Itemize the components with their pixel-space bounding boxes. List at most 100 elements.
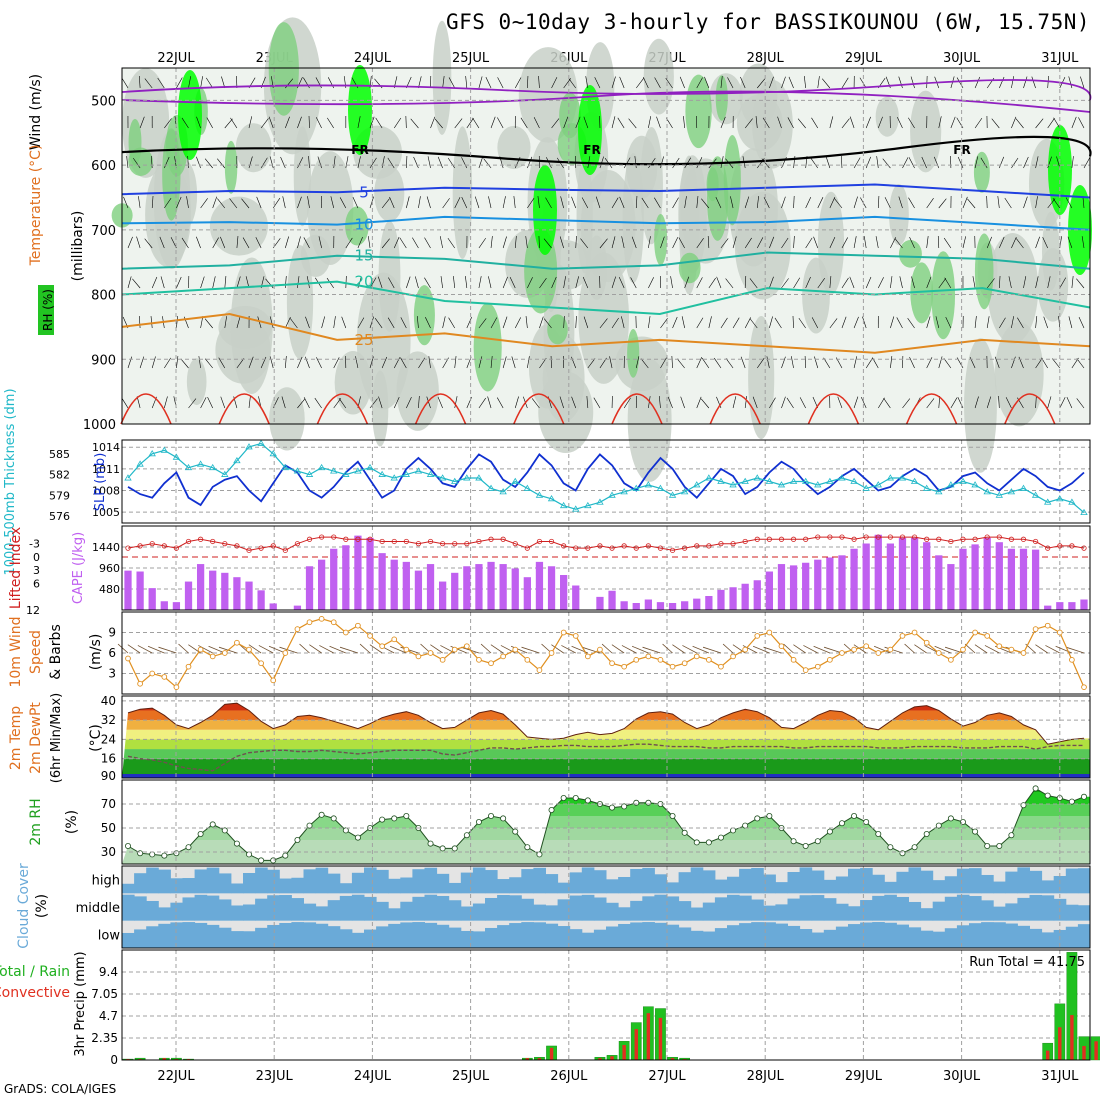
wind-barb: [575, 316, 577, 329]
wind-barb: [200, 198, 208, 209]
cloud-cell: [303, 922, 317, 948]
wind-barb: [248, 356, 254, 369]
wind-barb: [890, 356, 893, 369]
wind-barb: [502, 236, 507, 249]
wind-barb: [217, 158, 226, 169]
rh-marker: [512, 828, 519, 835]
rh-marker: [705, 839, 712, 846]
panel-frame: [121, 67, 1091, 425]
lifted-index-marker: [899, 534, 906, 540]
thickness-marker: [136, 460, 144, 467]
cloud-cell: [351, 894, 365, 921]
rh-marker: [258, 857, 265, 864]
cloud-cell: [1017, 925, 1030, 948]
date-label-top: 25JUL: [452, 51, 490, 66]
lifted-index-marker: [246, 547, 252, 553]
wind-barb: [268, 645, 286, 654]
freezing-level-label: FR: [583, 143, 600, 157]
cloud-cell: [993, 906, 1006, 921]
wind-barb: [962, 236, 966, 249]
wind-barb: [898, 196, 903, 209]
wind-speed-marker: [1044, 622, 1051, 629]
precip-convective-bar: [1058, 1027, 1062, 1060]
wind-barb: [478, 276, 482, 289]
rh-shade: [736, 94, 783, 152]
wind-barb: [611, 236, 616, 249]
wind-barb: [727, 77, 734, 89]
rh-shade: [723, 134, 741, 226]
cape-bar: [414, 570, 423, 610]
wind-barb: [1065, 197, 1073, 209]
wind-barb: [454, 396, 458, 409]
rh-marker: [923, 831, 930, 838]
cloud-cell: [872, 874, 885, 894]
wind-speed-marker: [427, 650, 434, 656]
date-label-top: 24JUL: [354, 51, 392, 66]
cloud-cell: [1017, 897, 1030, 921]
wind-barb: [285, 116, 290, 129]
cloud-cell: [811, 895, 825, 921]
wind-speed-marker: [984, 633, 991, 639]
cloud-cell: [678, 927, 692, 948]
thickness-marker: [777, 481, 786, 488]
wind-barb: [696, 196, 699, 209]
wind-barb: [678, 237, 685, 249]
wind-barb: [611, 317, 619, 329]
wind-barb: [442, 76, 445, 89]
wind-barb: [478, 318, 487, 329]
wind-barb: [333, 156, 336, 169]
rh-marker: [294, 837, 301, 844]
cape-bar: [789, 565, 798, 610]
wind-barb: [442, 316, 446, 329]
wind-barb: [317, 156, 322, 169]
temp-band: [122, 749, 1090, 759]
wind-barb: [863, 236, 867, 249]
thickness-marker: [596, 498, 604, 505]
lifted-index-marker: [730, 541, 736, 547]
wind-speed-marker: [730, 653, 736, 660]
lifted-index-marker: [766, 536, 772, 542]
isotherm-label: 15: [354, 247, 373, 265]
wind-barb: [890, 316, 895, 329]
wind-speed-marker: [476, 656, 482, 663]
wind-barb: [787, 117, 794, 129]
wind-barb: [1035, 156, 1039, 169]
cloud-cell: [606, 926, 619, 948]
rh-shade: [875, 96, 899, 137]
date-label-bottom: 27JUL: [648, 1069, 686, 1084]
wind-barb: [272, 197, 281, 209]
wind-speed-marker: [197, 646, 204, 653]
y-tick-label: 800: [91, 289, 116, 304]
rh-marker: [609, 804, 616, 811]
wind-barb: [744, 196, 750, 209]
cloud-cell: [279, 895, 292, 921]
cloud-cell: [630, 900, 643, 921]
wind-barb: [865, 156, 871, 169]
wind-barb: [1023, 196, 1028, 209]
wind-barb: [662, 643, 673, 654]
wind-barb: [447, 157, 455, 169]
wind-barb: [571, 196, 577, 209]
wind-barb: [837, 396, 843, 409]
wind-barb: [381, 356, 388, 369]
wind-barb: [160, 276, 165, 289]
rh-shade: [715, 75, 728, 121]
wind-barb: [375, 117, 383, 129]
lifted-index-marker: [996, 534, 1002, 540]
rh-marker: [584, 797, 591, 804]
wind-barb: [926, 398, 935, 409]
wind-barb: [876, 156, 879, 169]
wind-speed-marker: [911, 629, 918, 636]
rh-marker: [137, 850, 144, 857]
wind-barb: [123, 196, 129, 209]
wind-barb: [803, 645, 818, 654]
wind-barb: [258, 645, 274, 654]
wind-barb: [883, 397, 891, 409]
thickness-marker: [922, 484, 931, 491]
wind-barb: [307, 196, 310, 209]
wind-barb: [133, 157, 141, 169]
date-label-bottom: 26JUL: [550, 1069, 588, 1084]
wind-barb: [599, 238, 608, 249]
cloud-cell: [436, 873, 450, 894]
cape-bar: [741, 583, 749, 610]
